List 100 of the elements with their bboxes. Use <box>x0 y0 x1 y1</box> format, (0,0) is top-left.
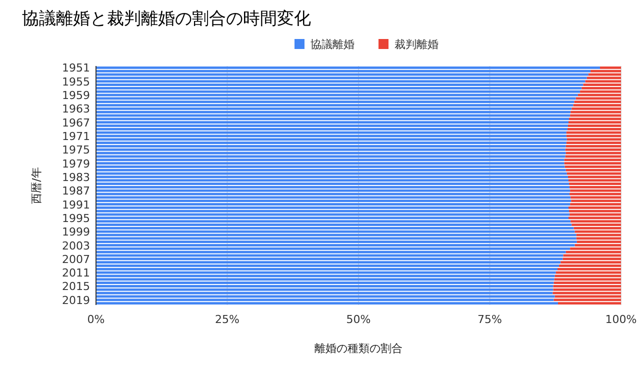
y-tick-label: 1979 <box>62 157 90 170</box>
bar <box>96 216 568 220</box>
bar <box>565 148 621 151</box>
bar <box>568 206 621 209</box>
y-tick-label: 2015 <box>62 280 90 294</box>
y-tick-label: 2011 <box>62 266 90 280</box>
bar <box>96 128 568 130</box>
bar <box>553 288 621 291</box>
bar <box>96 110 571 114</box>
chart-title: 協議離婚と裁判離婚の割合の時間変化 <box>22 9 311 29</box>
bar <box>574 100 621 104</box>
bar <box>553 285 621 288</box>
bar <box>96 230 575 233</box>
bar <box>96 282 554 284</box>
bar <box>585 80 621 83</box>
bar <box>96 285 554 288</box>
bar <box>571 200 621 202</box>
bar <box>96 271 556 274</box>
bar <box>557 268 621 270</box>
y-tick-label: 1975 <box>62 144 90 157</box>
bar <box>560 261 621 264</box>
bar <box>582 87 621 90</box>
bar <box>96 145 566 148</box>
bar <box>96 200 572 202</box>
x-tick-label: 100% <box>605 313 637 326</box>
bar <box>96 264 560 267</box>
bar <box>96 80 586 83</box>
bar <box>96 220 571 223</box>
bar <box>96 226 574 230</box>
bar <box>96 97 576 100</box>
y-tick-label: 1983 <box>62 170 90 184</box>
bar <box>574 230 621 233</box>
bar <box>570 220 621 223</box>
bar <box>569 182 621 185</box>
bar <box>566 152 621 154</box>
bar <box>96 203 570 206</box>
legend-label: 裁判離婚 <box>394 38 438 51</box>
bar <box>564 158 621 162</box>
bar <box>96 152 566 154</box>
bar <box>554 278 621 281</box>
bar <box>566 168 621 172</box>
bar <box>570 189 621 192</box>
y-tick-label: 2003 <box>62 239 90 252</box>
bar <box>569 210 621 212</box>
bar <box>96 166 565 168</box>
bar <box>568 179 621 182</box>
bar <box>566 250 621 254</box>
y-tick-label: 2019 <box>62 294 90 307</box>
bar <box>566 138 621 141</box>
bar <box>568 121 621 124</box>
bar <box>573 104 621 106</box>
y-tick-label: 1995 <box>62 212 90 225</box>
bar <box>96 186 570 188</box>
y-tick-label: 1991 <box>62 198 90 212</box>
bar <box>96 210 570 212</box>
bar <box>576 237 621 240</box>
bar <box>96 162 564 164</box>
bar <box>96 268 558 270</box>
bar <box>96 250 566 254</box>
y-tick-label: 1987 <box>62 184 90 198</box>
bar <box>576 240 621 244</box>
bar <box>572 224 621 226</box>
bar <box>96 107 572 110</box>
bar <box>556 271 621 274</box>
bar <box>96 148 566 151</box>
bar <box>566 131 621 134</box>
bar <box>96 138 567 141</box>
bar <box>568 124 621 127</box>
y-tick-label: 1955 <box>62 75 90 88</box>
bar <box>567 128 621 130</box>
bar <box>96 298 554 302</box>
y-tick-label: 1951 <box>62 62 90 75</box>
bar <box>96 189 570 192</box>
bar <box>96 100 574 104</box>
x-tick-label: 50% <box>346 313 371 326</box>
y-tick-label: 1971 <box>62 130 90 143</box>
bar <box>96 240 577 244</box>
bar <box>562 258 621 260</box>
bar <box>96 142 566 144</box>
bar <box>570 203 621 206</box>
bar <box>574 226 621 230</box>
bar <box>564 162 621 164</box>
y-tick-label: 1999 <box>62 226 90 239</box>
bar <box>580 90 621 93</box>
bar <box>96 258 563 260</box>
bar <box>564 166 621 168</box>
bar <box>566 145 621 148</box>
bar <box>96 302 558 304</box>
bar <box>96 168 566 172</box>
bar <box>96 288 554 291</box>
bar <box>96 278 554 281</box>
bar <box>554 298 621 302</box>
y-tick-label: 1967 <box>62 116 90 130</box>
bar <box>566 142 621 144</box>
bar <box>572 107 621 110</box>
bar <box>569 118 621 120</box>
x-axis-title: 離婚の種類の割合 <box>314 342 402 355</box>
bar <box>96 182 570 185</box>
y-tick-label: 1959 <box>62 89 90 102</box>
bar <box>570 247 621 250</box>
